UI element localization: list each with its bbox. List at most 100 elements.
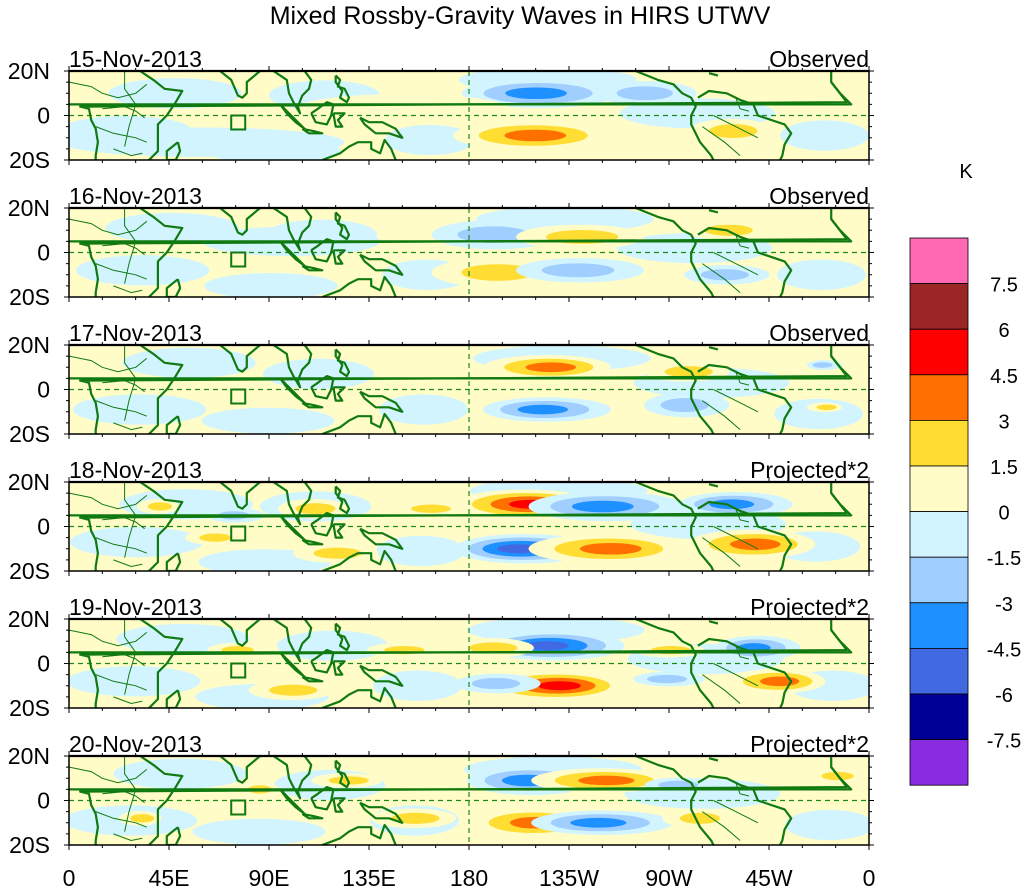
coastline — [69, 208, 853, 243]
x-tick-label: 45W — [745, 865, 793, 890]
anomaly-contour — [517, 404, 568, 415]
coastline — [334, 485, 351, 515]
country-border — [713, 389, 759, 413]
anomaly-contour — [469, 642, 518, 654]
coastline — [332, 249, 346, 265]
anomaly-contour — [816, 404, 837, 411]
country-border — [102, 517, 145, 530]
country-border — [702, 263, 741, 293]
country-border — [113, 696, 143, 705]
country-border — [102, 791, 145, 804]
weak-negative-region — [76, 255, 210, 286]
anomaly-contour — [313, 547, 362, 559]
weak-negative-region — [70, 526, 204, 558]
anomaly-contour — [525, 641, 569, 651]
anomaly-contour — [700, 269, 749, 281]
coastline — [272, 345, 313, 389]
region-box — [230, 799, 247, 816]
coastline — [332, 523, 346, 539]
y-tick-label: 20N — [8, 606, 50, 632]
country-border — [95, 400, 147, 417]
coastline — [165, 826, 182, 845]
coastline — [334, 348, 351, 378]
y-tick-label: 0 — [37, 103, 50, 129]
coastline — [321, 549, 397, 571]
coastline — [635, 619, 715, 708]
coastline — [219, 208, 261, 236]
coastline — [310, 375, 335, 400]
anomaly-contour — [679, 812, 720, 824]
x-tick-label: 180 — [450, 865, 488, 890]
y-tick-label: 20N — [8, 58, 50, 84]
coastline — [301, 538, 324, 546]
coastline — [359, 664, 404, 687]
coastline — [359, 801, 404, 824]
anomaly-contour — [525, 362, 576, 373]
country-border — [95, 537, 147, 554]
y-tick-label: 20S — [9, 832, 50, 858]
anomaly-contour — [571, 500, 634, 513]
coastline — [139, 345, 184, 434]
panel-date: 17-Nov-2013 — [69, 320, 202, 346]
coastline — [69, 482, 853, 517]
weak-negative-region — [379, 394, 468, 425]
coastline — [272, 482, 313, 526]
country-border — [713, 252, 759, 276]
colorbar-swatch — [909, 374, 969, 421]
y-tick-label: 20N — [8, 195, 50, 221]
weak-negative-region — [73, 394, 207, 425]
panel-date: 15-Nov-2013 — [69, 46, 202, 72]
coastline — [219, 482, 261, 510]
country-border — [95, 126, 147, 143]
colorbar-swatch — [909, 465, 969, 512]
y-tick-label: 20S — [9, 695, 50, 721]
country-border — [702, 126, 741, 156]
coastline — [697, 500, 793, 571]
y-tick-label: 20N — [8, 332, 50, 358]
weak-negative-region — [780, 120, 869, 151]
coastline — [708, 72, 719, 77]
weak-negative-region — [376, 535, 465, 567]
anomaly-contour — [646, 674, 688, 684]
panel-4: 20N 0 20S 18-Nov-2013 Projected*2 — [8, 457, 874, 584]
anomaly-contour — [537, 681, 581, 691]
coastline — [219, 345, 261, 373]
coastline — [708, 757, 719, 762]
country-border — [124, 71, 137, 147]
anomaly-contour — [269, 684, 318, 696]
country-border — [95, 811, 147, 828]
y-tick-label: 20S — [9, 558, 50, 584]
coastline — [165, 278, 182, 297]
chart-title: Mixed Rossby-Gravity Waves in HIRS UTWV — [270, 2, 771, 30]
coastline — [219, 71, 261, 99]
country-border — [124, 208, 137, 284]
coastline — [272, 208, 313, 252]
y-tick-label: 0 — [37, 788, 50, 814]
country-border — [113, 148, 143, 157]
y-tick-label: 20N — [8, 469, 50, 495]
coastline — [321, 823, 397, 845]
coastline — [321, 412, 397, 434]
anomaly-contour — [730, 538, 781, 551]
coastline — [359, 527, 404, 550]
coastline — [697, 637, 793, 708]
y-tick-label: 20S — [9, 147, 50, 173]
panel-kind: Observed — [769, 183, 869, 209]
weak-negative-region — [69, 666, 201, 697]
country-border — [735, 97, 750, 112]
anomaly-contour — [457, 226, 530, 244]
coastline — [272, 619, 313, 663]
country-border — [69, 81, 148, 99]
y-tick-label: 0 — [37, 514, 50, 540]
country-border — [113, 422, 143, 431]
colorbar-swatch — [909, 511, 969, 558]
coastline — [165, 552, 182, 571]
anomaly-contour — [541, 263, 615, 278]
country-border — [69, 218, 148, 236]
coastline — [301, 812, 324, 820]
coastline — [310, 648, 335, 674]
x-tick-label: 135W — [539, 865, 599, 890]
colorbar-label: 3 — [998, 411, 1009, 433]
coastline — [301, 401, 324, 409]
country-border — [102, 243, 145, 256]
